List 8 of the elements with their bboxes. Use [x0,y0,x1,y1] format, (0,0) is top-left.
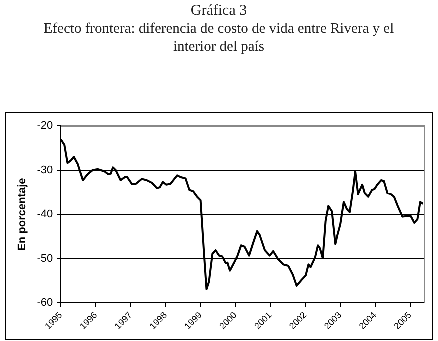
chart-subtitle: Efecto frontera: diferencia de costo de vida entre Rivera y el interior del país [42,20,396,56]
y-tick-label: -60 [37,297,54,310]
y-tick-label: -20 [37,120,54,132]
chart-title: Gráfica 3 [190,2,248,20]
y-axis-title: En porcentaje [16,178,29,251]
y-tick-label: -40 [37,208,54,221]
y-tick-label: -50 [37,252,54,265]
y-tick-label: -30 [37,164,54,176]
